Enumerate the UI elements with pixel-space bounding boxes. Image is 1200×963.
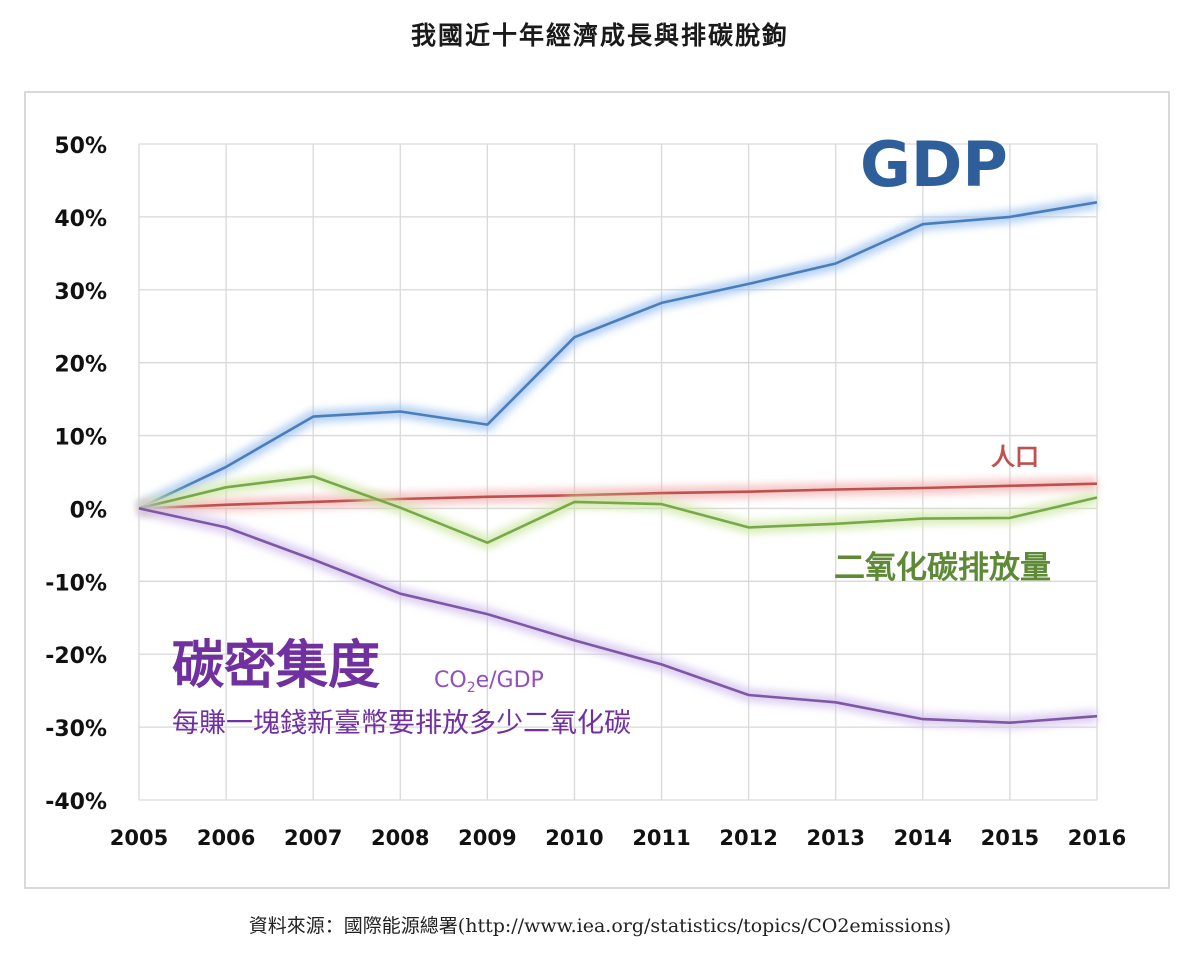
intensity-desc-annotation: 每賺一塊錢新臺幣要排放多少二氧化碳	[172, 708, 631, 739]
x-tick-label: 2009	[458, 826, 516, 850]
population-annotation: 人口	[991, 443, 1039, 471]
series-line-c0504d	[138, 482, 1098, 510]
series-lines	[136, 195, 1099, 730]
y-tick-label: 40%	[54, 207, 107, 232]
source-note: 資料來源：國際能源總署(http://www.iea.org/statistic…	[248, 915, 952, 937]
grid-lines	[138, 143, 1098, 801]
x-tick-label: 2013	[807, 826, 865, 850]
intensity-unit-annotation: CO2e/GDP	[434, 668, 544, 696]
y-tick-label: 50%	[54, 134, 107, 159]
gdp-annotation: GDP	[860, 128, 1008, 201]
intensity-title-annotation: 碳密集度	[172, 636, 380, 696]
unit-subscript: 2	[467, 680, 476, 696]
x-tick-label: 2011	[632, 826, 690, 850]
y-tick-label: 30%	[54, 280, 107, 305]
y-axis-ticks: 50% 40% 30% 20% 10% 0% -10% -20% -30% -40%	[45, 134, 107, 815]
unit-suffix: e/GDP	[476, 668, 544, 693]
series-line-77a94a	[138, 475, 1098, 545]
y-tick-label: -30%	[45, 717, 107, 742]
x-axis-ticks: 2005 2006 2007 2008 2009 2010 2011 2012 2013 2014…	[110, 826, 1126, 850]
y-tick-label: -10%	[45, 571, 107, 596]
x-tick-label: 2015	[981, 826, 1039, 850]
x-tick-label: 2016	[1068, 826, 1126, 850]
series-line-4a7ebb	[138, 201, 1098, 510]
y-tick-label: 10%	[54, 426, 107, 451]
x-tick-label: 2005	[110, 826, 168, 850]
x-tick-label: 2006	[197, 826, 255, 850]
x-tick-label: 2007	[284, 826, 342, 850]
co2-annotation: 二氧化碳排放量	[834, 550, 1051, 586]
series-line-7e57a6	[138, 507, 1098, 725]
y-tick-label: 20%	[54, 353, 107, 378]
y-tick-label: -40%	[45, 790, 107, 815]
x-tick-label: 2010	[545, 826, 603, 850]
x-tick-label: 2008	[371, 826, 429, 850]
chart-title: 我國近十年經濟成長與排碳脫鉤	[410, 21, 789, 50]
x-tick-label: 2012	[719, 826, 777, 850]
series-glow-4a7ebb	[136, 195, 1099, 515]
y-tick-label: -20%	[45, 644, 107, 669]
unit-prefix: CO	[434, 668, 467, 693]
y-tick-label: 0%	[70, 498, 107, 523]
x-tick-label: 2014	[894, 826, 952, 850]
